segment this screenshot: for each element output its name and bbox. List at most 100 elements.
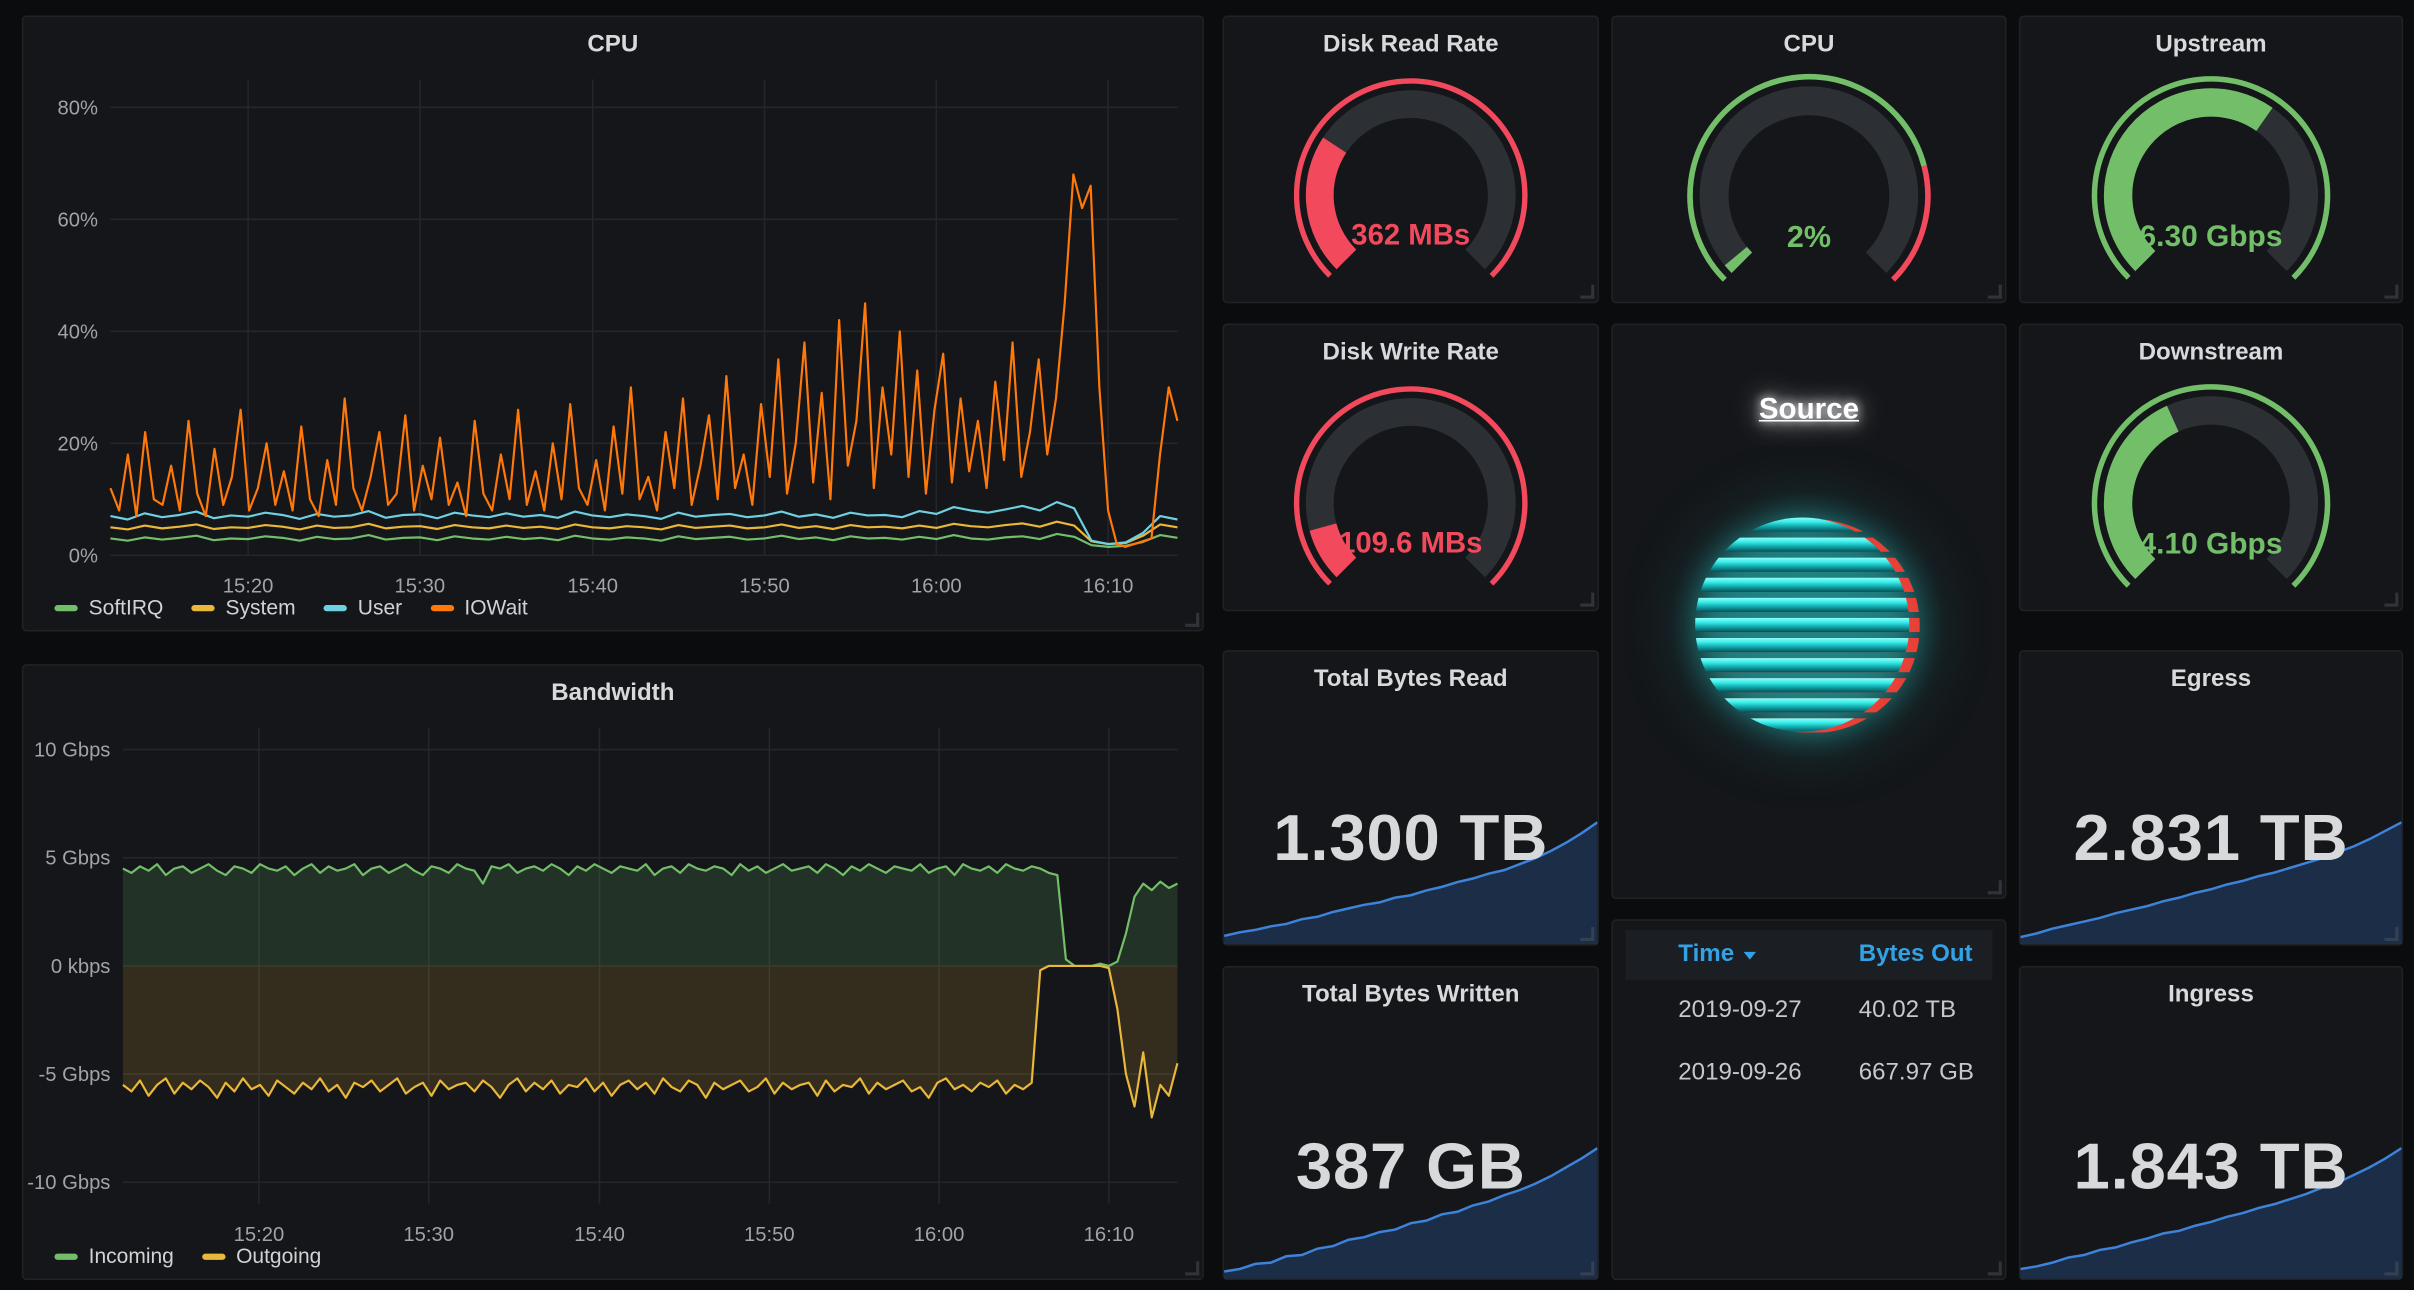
legend-swatch-icon (54, 604, 78, 611)
panel-title-downstream[interactable]: Downstream (2138, 339, 2284, 366)
sort-desc-icon (1743, 951, 1756, 959)
panel-title-disk-write-rate[interactable]: Disk Write Rate (1322, 339, 1499, 366)
total-bytes-written-sparkline (1224, 1135, 1598, 1279)
panel-cpu-gauge: CPU 2% (1611, 15, 2007, 304)
legend-item-user[interactable]: User (323, 595, 403, 620)
panel-title-disk-read-rate[interactable]: Disk Read Rate (1322, 31, 1499, 58)
legend-label: SoftIRQ (88, 595, 164, 620)
bandwidth-time-series-chart: -10 Gbps -5 Gbps 0 kbps 5 Gbps 10 Gbps 15:20 1… (23, 712, 1202, 1275)
cpu-chart-canvas: 0% 20% 40% 60% 80% 15:20 15:30 15:40 15:50 16:00 1… (58, 79, 1179, 598)
bandwidth-chart-canvas: -10 Gbps -5 Gbps 0 kbps 5 Gbps 10 Gbps 15:20 1… (27, 727, 1179, 1246)
panel-title-cpu-gauge[interactable]: CPU (1783, 31, 1835, 58)
legend-label: Incoming (88, 1244, 174, 1268)
legend-swatch-icon (54, 1252, 78, 1260)
svg-text:16:00: 16:00 (911, 576, 962, 598)
legend-item-softirq[interactable]: SoftIRQ (54, 596, 163, 619)
panel-title-cpu[interactable]: CPU (587, 31, 639, 58)
panel-title-bandwidth[interactable]: Bandwidth (551, 679, 675, 707)
retro-sun-logo (1695, 517, 1920, 733)
bytes-out-table: Time Bytes Out 2019-09-27 40.02 TB 2019-… (1625, 930, 1993, 1104)
svg-text:16:10: 16:10 (1083, 576, 1134, 598)
svg-text:10 Gbps: 10 Gbps (34, 740, 110, 762)
panel-total-bytes-written: Total Bytes Written 387 GB (1222, 965, 1599, 1281)
svg-text:20%: 20% (58, 433, 98, 455)
panel-egress: Egress 2.831 TB (2018, 650, 2404, 946)
legend-item-system[interactable]: System (191, 595, 296, 620)
cpu-chart-legend: SoftIRQ System User IOWait (54, 595, 528, 620)
bandwidth-chart-legend: Incoming Outgoing (54, 1244, 322, 1268)
egress-sparkline (2020, 810, 2402, 945)
svg-text:-5 Gbps: -5 Gbps (39, 1064, 111, 1086)
svg-text:0%: 0% (69, 545, 98, 567)
panel-title-egress[interactable]: Egress (2170, 665, 2252, 693)
legend-item-incoming[interactable]: Incoming (54, 1244, 174, 1268)
svg-text:362 MBs: 362 MBs (1351, 218, 1470, 251)
panel-bandwidth: Bandwidth -10 Gbps -5 Gbps 0 kbps 5 Gbps 10 … (21, 664, 1204, 1281)
table-header-time-label: Time (1678, 941, 1735, 968)
svg-text:6.30 Gbps: 6.30 Gbps (2140, 220, 2283, 253)
table-header-time[interactable]: Time (1678, 941, 1858, 969)
cpu-time-series-chart: 0% 20% 40% 60% 80% 15:20 15:30 15:40 15:50 16:00 1… (23, 64, 1202, 627)
legend-swatch-icon (191, 604, 215, 611)
legend-item-iowait[interactable]: IOWait (430, 596, 528, 619)
svg-text:80%: 80% (58, 97, 98, 119)
upstream-gauge: 6.30 Gbps (2091, 76, 2331, 280)
svg-text:40%: 40% (58, 321, 98, 343)
disk-write-rate-gauge: 109.6 MBs (1293, 386, 1528, 586)
svg-text:16:00: 16:00 (914, 1224, 965, 1246)
total-bytes-read-value: 1.300 TB (1273, 801, 1549, 875)
panel-ingress: Ingress 1.843 TB (2018, 965, 2404, 1281)
svg-text:109.6 MBs: 109.6 MBs (1339, 526, 1482, 559)
table-header-bytes-out-label: Bytes Out (1858, 941, 1973, 968)
table-cell-bytes-out: 40.02 TB (1858, 997, 1957, 1024)
svg-text:15:30: 15:30 (403, 1224, 454, 1246)
panel-cpu: CPU 0% 20% 40% 60% 80% 15:20 15:30 15:40 15:50 16… (21, 15, 1204, 632)
legend-label: IOWait (464, 595, 528, 620)
svg-text:5 Gbps: 5 Gbps (45, 848, 110, 870)
panel-disk-write-rate: Disk Write Rate 109.6 MBs (1222, 323, 1599, 612)
svg-text:-10 Gbps: -10 Gbps (27, 1172, 110, 1194)
legend-label: System (225, 595, 296, 620)
panel-downstream: Downstream 4.10 Gbps (2018, 323, 2404, 612)
svg-text:15:50: 15:50 (739, 576, 790, 598)
legend-label: Outgoing (236, 1244, 322, 1268)
legend-item-outgoing[interactable]: Outgoing (201, 1244, 322, 1268)
svg-text:15:40: 15:40 (567, 576, 618, 598)
table-header-bytes-out[interactable]: Bytes Out (1859, 941, 1993, 969)
svg-text:15:20: 15:20 (234, 1224, 285, 1246)
svg-text:0 kbps: 0 kbps (51, 956, 111, 978)
svg-text:4.10 Gbps: 4.10 Gbps (2140, 528, 2283, 561)
panel-title-ingress[interactable]: Ingress (2168, 981, 2254, 1008)
panel-bytes-out-table: Time Bytes Out 2019-09-27 40.02 TB 2019-… (1611, 919, 2007, 1281)
total-bytes-read-sparkline (1224, 810, 1598, 945)
svg-text:15:20: 15:20 (223, 576, 274, 598)
legend-swatch-icon (323, 604, 347, 611)
panel-total-bytes-read: Total Bytes Read 1.300 TB (1222, 650, 1599, 946)
panel-title-total-bytes-read[interactable]: Total Bytes Read (1313, 665, 1508, 693)
table-cell-bytes-out: 667.97 GB (1858, 1059, 1974, 1086)
legend-swatch-icon (201, 1252, 226, 1260)
downstream-gauge: 4.10 Gbps (2091, 384, 2331, 588)
table-row: 2019-09-27 40.02 TB (1625, 980, 1992, 1042)
svg-text:15:40: 15:40 (574, 1224, 625, 1246)
ingress-value: 1.843 TB (2073, 1129, 2349, 1203)
panel-disk-read-rate: Disk Read Rate 362 MBs (1222, 15, 1599, 304)
svg-text:16:10: 16:10 (1084, 1224, 1135, 1246)
table-cell-time: 2019-09-26 (1678, 1059, 1802, 1086)
egress-value: 2.831 TB (2073, 801, 2349, 875)
panel-upstream: Upstream 6.30 Gbps (2018, 15, 2404, 304)
table-row: 2019-09-26 667.97 GB (1625, 1042, 1992, 1104)
table-cell-time: 2019-09-27 (1678, 997, 1802, 1024)
source-link[interactable]: Source (1758, 393, 1860, 427)
panel-title-upstream[interactable]: Upstream (2155, 31, 2267, 58)
legend-label: User (357, 595, 403, 620)
panel-title-total-bytes-written[interactable]: Total Bytes Written (1302, 981, 1520, 1008)
panel-source: Source (1611, 323, 2007, 900)
table-header-row: Time Bytes Out (1625, 930, 1993, 980)
svg-text:15:50: 15:50 (744, 1224, 795, 1246)
ingress-sparkline (2020, 1135, 2402, 1279)
disk-read-rate-gauge: 362 MBs (1293, 78, 1528, 278)
total-bytes-written-value: 387 GB (1295, 1129, 1526, 1203)
cpu-gauge: 2% (1687, 74, 1931, 282)
